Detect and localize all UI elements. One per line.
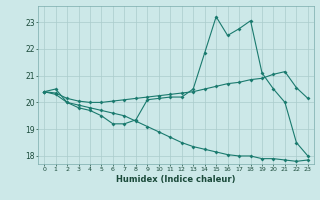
X-axis label: Humidex (Indice chaleur): Humidex (Indice chaleur): [116, 175, 236, 184]
